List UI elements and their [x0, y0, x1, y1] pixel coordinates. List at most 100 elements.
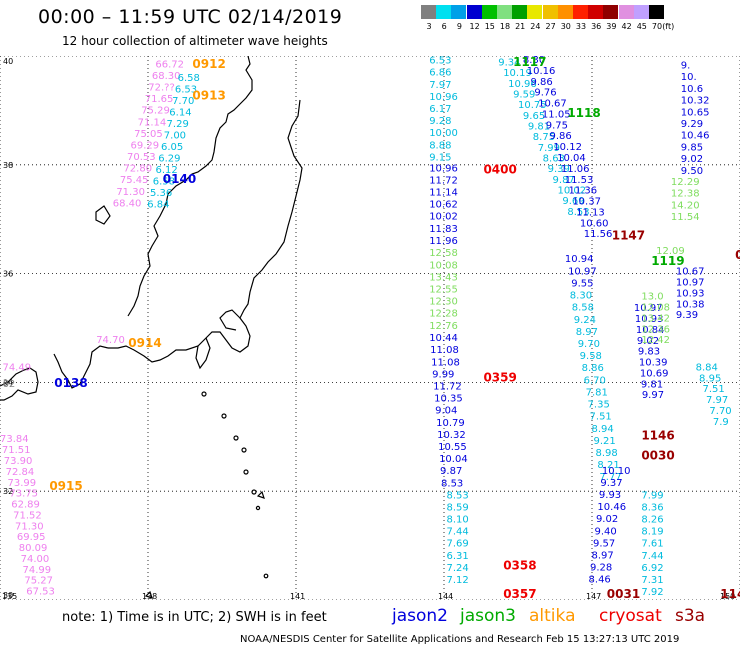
wave-height-value: 70.53: [127, 152, 156, 163]
wave-height-value: 62: [2, 379, 15, 390]
wave-height-value: 74.70: [96, 335, 125, 346]
color-scale-tick: 33: [575, 22, 587, 31]
wave-height-value: 73.84: [0, 434, 29, 445]
wave-height-value: 10.67: [538, 99, 567, 110]
track-time-label: 1147: [612, 228, 645, 242]
wave-height-value: 9.28: [429, 116, 451, 127]
color-scale-unit: (ft): [662, 22, 675, 31]
wave-height-value: 8.98: [595, 448, 617, 459]
wave-height-value: 8.19: [641, 527, 663, 538]
honshu-east-coast: [108, 99, 303, 363]
wave-height-value: 67.53: [26, 587, 55, 598]
lat-tick-label: 34: [3, 378, 13, 387]
boso-peninsula: [219, 309, 241, 331]
wave-height-value: 9.37: [600, 478, 622, 489]
track-time-label: 0914: [128, 336, 161, 350]
wave-height-value: 10.84: [636, 325, 665, 336]
color-swatch: [588, 5, 604, 19]
wave-height-value: 9.65: [523, 111, 545, 122]
track-time-label: 0357: [503, 587, 536, 600]
wave-height-value: 9.87: [440, 466, 462, 477]
wave-height-value: 7.70: [709, 406, 731, 417]
wave-height-value: 69.29: [131, 140, 160, 151]
wave-height-value: 73.75: [9, 489, 38, 500]
color-swatch: [466, 5, 482, 19]
wave-height-value: 10.32: [681, 96, 710, 107]
wave-height-value: 9.34: [498, 58, 520, 69]
color-swatch: [436, 5, 452, 19]
track-time-label: 002: [735, 248, 740, 262]
wave-height-value: 12.42: [641, 335, 670, 346]
wave-height-value: 9.70: [578, 339, 600, 350]
wave-height-value: 9.39: [548, 164, 570, 175]
wave-height-value: 12.09: [656, 246, 685, 257]
wave-height-value: 9.76: [534, 88, 556, 99]
track-time-label: 0030: [641, 449, 674, 463]
legend-altika: altika: [529, 606, 576, 626]
wave-height-value: 9.15: [429, 152, 451, 163]
wave-height-value: 8.63: [543, 154, 565, 165]
wave-height-value: 8.94: [592, 424, 614, 435]
lon-tick-label: 135: [2, 592, 17, 600]
wave-height-value: 10.97: [676, 278, 705, 289]
track-time-labels: 0912 0913 0140 0914 0138 0915 1117 1118 0400 1147…: [49, 56, 740, 600]
wave-height-value: 10.93: [635, 314, 664, 325]
color-swatch: [573, 5, 588, 19]
wave-height-value: 8.59: [446, 502, 468, 513]
wave-height-value: 12.38: [671, 189, 700, 200]
wave-height-value: 8.21: [597, 460, 619, 471]
wave-height-value: 12.08: [641, 303, 670, 314]
color-swatch: [512, 5, 528, 19]
legend-jason3: jason3: [460, 606, 516, 626]
track-time-label: 0400: [483, 163, 516, 177]
color-scale-tick: 15: [484, 22, 495, 31]
wave-height-value: 7.24: [446, 563, 468, 574]
wave-height-value: 6.31: [446, 551, 468, 562]
wave-height-value: 72.84: [6, 467, 35, 478]
lat-tick-label: 32: [3, 487, 13, 496]
track-time-label: 1146: [641, 429, 674, 443]
wave-height-value: 12.28: [429, 309, 458, 320]
wave-height-value: 7.9: [713, 417, 729, 428]
wave-height-value: 9.02: [681, 154, 703, 165]
wave-height-value: 10.46: [597, 502, 626, 513]
wave-height-value: 11.83: [429, 224, 458, 235]
island: [144, 590, 153, 599]
chart-subtitle: 12 hour collection of altimeter wave hei…: [62, 34, 328, 48]
color-scale-tick: 6: [441, 22, 447, 31]
wave-height-value: 11.72: [433, 381, 462, 392]
color-scale-tick: 27: [545, 22, 556, 31]
color-scale-tick: 24: [530, 22, 541, 31]
wave-height-value: 71.30: [15, 521, 44, 532]
lon-tick-label: 138: [142, 592, 157, 600]
lon-tick-label: 150: [720, 592, 735, 600]
wave-height-value: 9.81: [641, 379, 663, 390]
wave-height-value: 11.08: [431, 357, 460, 368]
color-scale-tick: 70: [651, 22, 663, 31]
wave-height-value: 9.29: [681, 119, 703, 130]
wave-height-value: 10.16: [527, 66, 556, 77]
wave-height-value: 6.29: [158, 154, 180, 165]
color-swatch: [542, 5, 558, 19]
color-swatch: [497, 5, 512, 19]
track-time-label: 1119: [651, 254, 684, 268]
satellite-legend: note: 1) Time is in UTC; 2) SWH is in fe…: [0, 606, 740, 632]
color-scale-tick: 30: [560, 22, 571, 31]
wave-height-value: 6.58: [178, 73, 200, 84]
wave-height-value: 8.75: [533, 132, 555, 143]
wave-height-value: 75.29: [141, 106, 170, 117]
wave-height-value: 6.70: [584, 375, 606, 386]
wave-height-value: 6.53: [429, 56, 451, 67]
wave-height-value: 10.97: [634, 303, 663, 314]
wave-height-value: 9.81: [528, 122, 550, 133]
wave-height-value: 10.04: [439, 454, 468, 465]
color-swatch: [421, 5, 436, 19]
wave-height-value: 10.75: [518, 100, 547, 111]
wave-height-value: 7.99: [641, 490, 663, 501]
color-scale-tick: 18: [499, 22, 511, 31]
track-time-label: 0140: [163, 172, 196, 186]
wave-height-value: 10.65: [681, 107, 710, 118]
wave-height-value: 72.80: [123, 164, 152, 175]
wave-height-value: 7.00: [164, 131, 186, 142]
track-time-label: 0913: [192, 89, 225, 103]
